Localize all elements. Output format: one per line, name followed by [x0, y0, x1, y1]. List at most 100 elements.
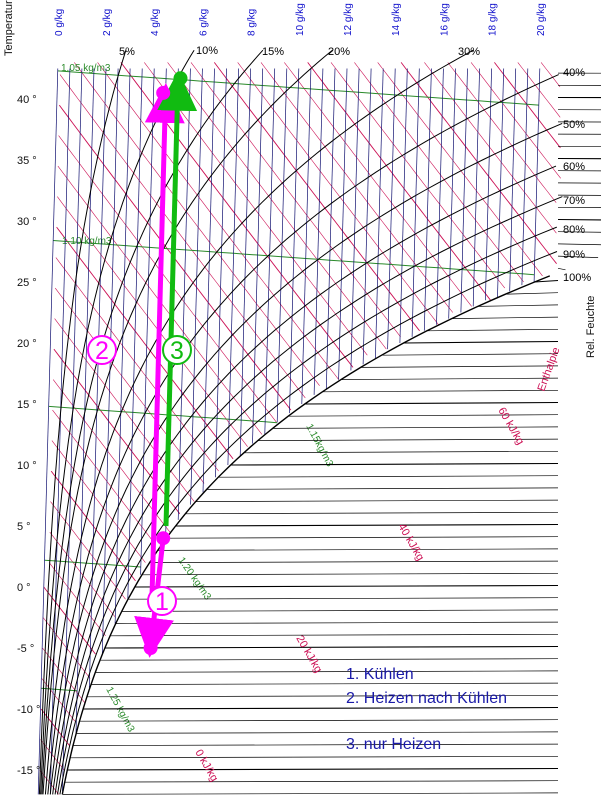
rh-curve: [52, 165, 557, 795]
legend-item-heizen-nach-kuehlen: 2. Heizen nach Kühlen: [346, 690, 507, 707]
moisture-line: [75, 68, 95, 734]
enthalpy-line: [377, 62, 543, 277]
moisture-line: [276, 68, 288, 423]
isotherm-line: [141, 572, 559, 576]
isotherm-line: [557, 231, 601, 233]
x-tick-label: 18 g/kg: [488, 3, 499, 36]
isotherm-line: [557, 133, 601, 135]
rh-curve: [38, 50, 127, 795]
moisture-line: [264, 68, 276, 435]
enthalpy-label: 40 kJ/kg: [395, 522, 426, 563]
isotherm-line: [110, 633, 559, 637]
enthalpy-line: [213, 62, 420, 332]
moisture-line: [37, 68, 59, 795]
process-marker-label: 3: [170, 337, 184, 365]
isotherm-line: [149, 560, 559, 563]
x-tick-label: 20 g/kg: [536, 3, 547, 36]
isotherm-line: [557, 255, 599, 258]
enthalpy-label: 60 kJ/kg: [495, 406, 526, 447]
rh-right-label: 60%: [563, 161, 585, 173]
y-tick-label: -5 °: [17, 643, 34, 655]
isotherm-line: [557, 157, 601, 160]
x-tick-label: 12 g/kg: [343, 3, 354, 36]
x-tick-label: 14 g/kg: [391, 3, 402, 36]
moisture-line: [49, 68, 71, 795]
moisture-line: [448, 68, 456, 319]
enthalpy-line: [400, 62, 557, 264]
isotherm-line: [64, 780, 559, 783]
moisture-line: [350, 68, 360, 371]
density-label-110: 1.10 kg/m3: [62, 236, 112, 247]
isotherm-line: [557, 267, 566, 271]
process-arrow-2: [144, 82, 185, 594]
isotherm-line: [230, 462, 559, 466]
rh-right-label: 90%: [563, 249, 585, 261]
density-line: [48, 405, 278, 424]
isotherm-line: [322, 389, 559, 393]
process-marker-circle: [87, 335, 117, 365]
moisture-line: [411, 68, 420, 337]
process-marker-label: 1: [155, 588, 169, 616]
isotherm-line: [272, 426, 559, 429]
enthalpy-line: [42, 647, 86, 704]
isotherm-line: [95, 670, 559, 673]
moisture-line: [177, 68, 191, 520]
enthalpy-line: [330, 62, 506, 289]
enthalpy-line: [50, 470, 136, 582]
moisture-line: [215, 68, 227, 478]
isotherm-line: [72, 743, 559, 746]
isotherm-line: [304, 401, 559, 405]
enthalpy-line: [494, 62, 561, 149]
rh-axis-title: Rel. Feuchte: [585, 296, 597, 358]
x-tick-label: 8 g/kg: [247, 9, 258, 36]
moisture-line: [509, 68, 517, 292]
moisture-line: [114, 68, 131, 624]
density-line: [41, 687, 78, 692]
isotherm-line: [557, 109, 601, 111]
isotherm-line: [426, 328, 559, 332]
enthalpy-line: [57, 196, 248, 447]
moisture-line: [485, 68, 492, 301]
state-point: [143, 641, 158, 655]
moisture-line: [202, 68, 215, 493]
x-tick-label: 16 g/kg: [439, 3, 450, 36]
axis-labels: Temperatur Rel. Feuchte Enthalpie: [3, 0, 597, 393]
enthalpy-line: [120, 62, 354, 368]
process-arrows: 1 2 3: [87, 70, 198, 658]
enthalpy-line: [55, 257, 219, 472]
legend: 1. Kühlen 2. Heizen nach Kühlen 3. nur H…: [346, 666, 596, 766]
isotherm-line: [557, 84, 601, 86]
rh-curve: [42, 49, 333, 795]
moisture-line: [325, 68, 336, 389]
isotherm-line: [76, 731, 559, 734]
y-tick-label: 15 °: [17, 399, 37, 411]
moisture-line: [375, 68, 384, 359]
isotherm-line: [86, 694, 559, 698]
y-tick-label: 35 °: [17, 155, 37, 167]
enthalpy-line: [54, 287, 205, 484]
isotherm-line: [83, 706, 559, 710]
state-point: [156, 85, 171, 100]
enthalpy-line: [190, 62, 401, 338]
isotherm-line: [90, 682, 559, 685]
isotherm-line: [243, 450, 559, 454]
enthalpy-line: [58, 135, 277, 423]
moisture-line: [88, 68, 107, 688]
isotherm-line: [451, 316, 559, 319]
legend-item-kuehlen: 1. Kühlen: [346, 666, 414, 683]
isotherm-lines: [62, 72, 601, 795]
y-tick-label: 0 °: [17, 582, 31, 594]
moisture-line: [62, 68, 83, 792]
rh-top-label: 30%: [458, 46, 480, 58]
enthalpy-line: [167, 62, 387, 350]
isotherm-line: [477, 304, 559, 307]
isotherm-line: [557, 243, 601, 246]
moisture-line: [313, 68, 324, 395]
isotherm-line: [166, 536, 559, 539]
moisture-line: [387, 68, 396, 350]
rh-curve: [40, 49, 195, 795]
rh-curve: [57, 226, 557, 795]
density-label-125: 1.25 kg/m3: [103, 685, 136, 734]
density-label-115: 1.15kg/m3: [303, 422, 335, 469]
moisture-line: [521, 68, 529, 286]
